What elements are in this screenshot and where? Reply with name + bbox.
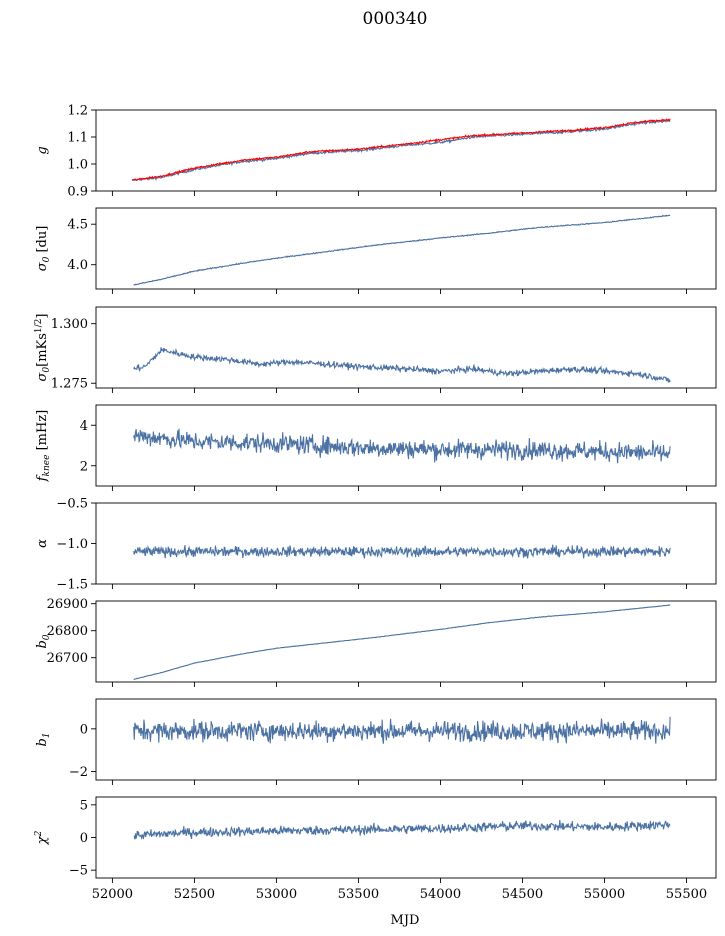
x-tick-label: 55000	[584, 887, 625, 902]
y-tick-label: −1.0	[56, 537, 88, 552]
panels-group: 0.9 1.0 1.1 1.2 g 4.0 4.5 σ0 [du] 1.275 1.300σ0[m…	[34, 104, 717, 902]
series-line-1	[132, 119, 671, 182]
x-tick-label: 54500	[502, 887, 543, 902]
panel-6: 26700 26800 26900	[47, 597, 717, 687]
y-axis-label: fknee [mHz]	[35, 410, 52, 483]
series-line-1	[133, 214, 671, 286]
y-tick-label: 5	[80, 798, 88, 813]
y-tick-label: 4.5	[67, 218, 88, 233]
series-line-2	[131, 118, 671, 181]
figure-title: 000340	[363, 9, 428, 29]
y-axis-label: g	[35, 146, 50, 154]
y-tick-label: −0.5	[56, 497, 88, 512]
y-tick-label: 4.0	[67, 258, 88, 273]
y-axis-label: b0	[35, 634, 52, 648]
axes-frame	[95, 796, 717, 879]
y-axis-label: b1	[35, 732, 52, 746]
y-tick-label: 1.275	[51, 377, 88, 392]
series-line-1	[133, 347, 671, 383]
x-tick-label: 53500	[338, 887, 379, 902]
y-tick-label: 0	[80, 722, 88, 737]
y-tick-label: 1.300	[51, 317, 88, 332]
x-tick-label: 54000	[420, 887, 461, 902]
y-tick-label: 4	[80, 419, 88, 434]
y-tick-label: 0.9	[67, 185, 88, 200]
y-tick-label: 1.2	[67, 104, 88, 119]
y-axis-label: α	[35, 539, 50, 548]
panel-4: 24	[80, 404, 717, 491]
panel-7: −2 0	[69, 698, 717, 785]
x-tick-label: 55500	[666, 887, 707, 902]
y-axis-label: σ0 [du]	[35, 226, 52, 272]
series-line-1	[133, 428, 671, 464]
axes-frame	[95, 404, 717, 487]
panel-1: 0.9 1.0 1.1 1.2	[67, 104, 717, 200]
x-tick-label: 52500	[174, 887, 215, 902]
panel-5: −1.5 −1.0 −0.5	[56, 497, 717, 593]
panel-8: −5 0 5 52000 52500 53000 53500 54000 54500 55000 5…	[69, 796, 717, 902]
axes-frame	[95, 306, 717, 389]
axes-frame	[95, 109, 717, 192]
x-tick-label: 53000	[256, 887, 297, 902]
panel-3: 1.275 1.300	[51, 306, 717, 393]
y-tick-label: −5	[69, 864, 88, 879]
x-tick-label: 52000	[92, 887, 133, 902]
y-axis-label: χ2	[34, 830, 50, 845]
axes-frame	[95, 698, 717, 781]
y-tick-label: −2	[69, 765, 88, 780]
x-axis-label: MJD	[391, 913, 420, 928]
y-tick-label: 2	[80, 459, 88, 474]
y-axis-label: σ0[mKs1/2]	[34, 314, 52, 382]
y-tick-label: 26900	[47, 597, 88, 612]
y-tick-label: 1.0	[67, 158, 88, 173]
panel-2: 4.0 4.5	[67, 207, 717, 294]
series-line-1	[133, 716, 671, 744]
axes-frame	[95, 502, 717, 585]
axes-frame	[95, 207, 717, 290]
series-line-1	[133, 820, 671, 841]
y-tick-label: 26700	[47, 651, 88, 666]
y-tick-label: 26800	[47, 624, 88, 639]
series-line-1	[133, 604, 671, 680]
y-tick-label: 1.1	[67, 131, 88, 146]
axes-frame	[95, 600, 717, 683]
y-tick-label: 0	[80, 831, 88, 846]
series-line-1	[133, 544, 671, 559]
y-tick-label: −1.5	[56, 578, 88, 593]
